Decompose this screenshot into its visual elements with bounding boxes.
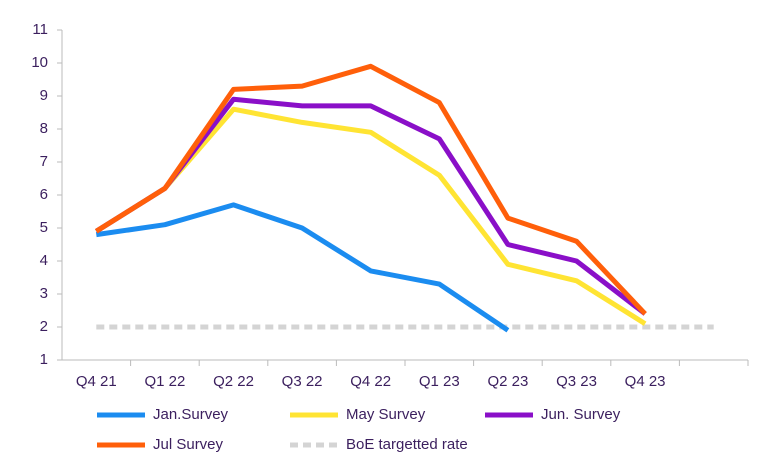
x-tick-label: Q4 22 [350, 373, 391, 390]
y-tick-label: 2 [40, 318, 48, 335]
legend-label: Jan.Survey [153, 406, 229, 423]
y-tick-label: 10 [31, 54, 48, 71]
x-tick-label: Q4 21 [76, 373, 117, 390]
legend-label: Jun. Survey [541, 406, 621, 423]
x-tick-label: Q1 22 [144, 373, 185, 390]
x-tick-label: Q2 22 [213, 373, 254, 390]
legend-label: BoE targetted rate [346, 436, 468, 453]
y-tick-label: 11 [32, 21, 48, 38]
y-tick-label: 3 [40, 285, 48, 302]
series-line [95, 202, 510, 333]
legend-label: May Survey [346, 406, 426, 423]
x-tick-label: Q3 23 [556, 373, 597, 390]
x-tick-label: Q3 22 [282, 373, 323, 390]
x-tick-label: Q4 23 [625, 373, 666, 390]
legend-label: Jul Survey [153, 436, 224, 453]
series-line [94, 106, 647, 326]
x-tick-label: Q2 23 [487, 373, 528, 390]
y-tick-label: 1 [40, 351, 48, 368]
y-tick-label: 7 [40, 153, 48, 170]
x-tick-label: Q1 23 [419, 373, 460, 390]
series-line [94, 63, 647, 316]
y-tick-label: 4 [40, 252, 48, 269]
y-tick-label: 9 [40, 87, 48, 104]
y-tick-label: 6 [40, 186, 48, 203]
y-tick-label: 5 [40, 219, 48, 236]
y-tick-label: 8 [40, 120, 48, 137]
